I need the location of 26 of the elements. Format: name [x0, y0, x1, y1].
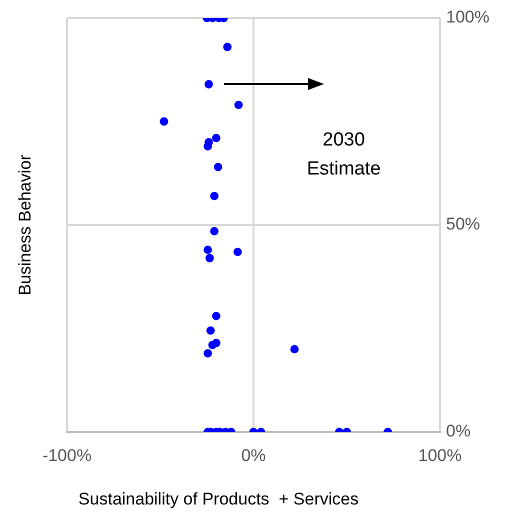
point: [210, 227, 219, 236]
point: [223, 42, 232, 52]
point: [204, 246, 212, 254]
point: [205, 254, 214, 262]
y-axis-title: Business Behavior: [16, 154, 35, 296]
point: [204, 349, 212, 358]
point: [290, 345, 299, 354]
annotation: 2030 Estimate: [306, 129, 381, 180]
point: [204, 80, 213, 88]
y-tick-label: 0%: [446, 422, 471, 441]
point: [204, 142, 212, 151]
x-tick-label: 0%: [241, 446, 266, 465]
y-tick-label: 50%: [446, 214, 480, 234]
point: [234, 100, 243, 110]
point: [160, 117, 168, 126]
point: [210, 192, 219, 200]
x-tick-label: 100%: [418, 446, 462, 465]
point: [208, 340, 217, 350]
point: [214, 162, 222, 172]
point: [212, 312, 220, 320]
point: [206, 326, 215, 335]
point: [233, 248, 242, 256]
x-axis-title: Sustainability of Products + Services: [78, 490, 359, 509]
y-tick-label: 100%: [446, 8, 490, 27]
x-tick-label: -100%: [42, 446, 92, 465]
point: [212, 134, 220, 142]
